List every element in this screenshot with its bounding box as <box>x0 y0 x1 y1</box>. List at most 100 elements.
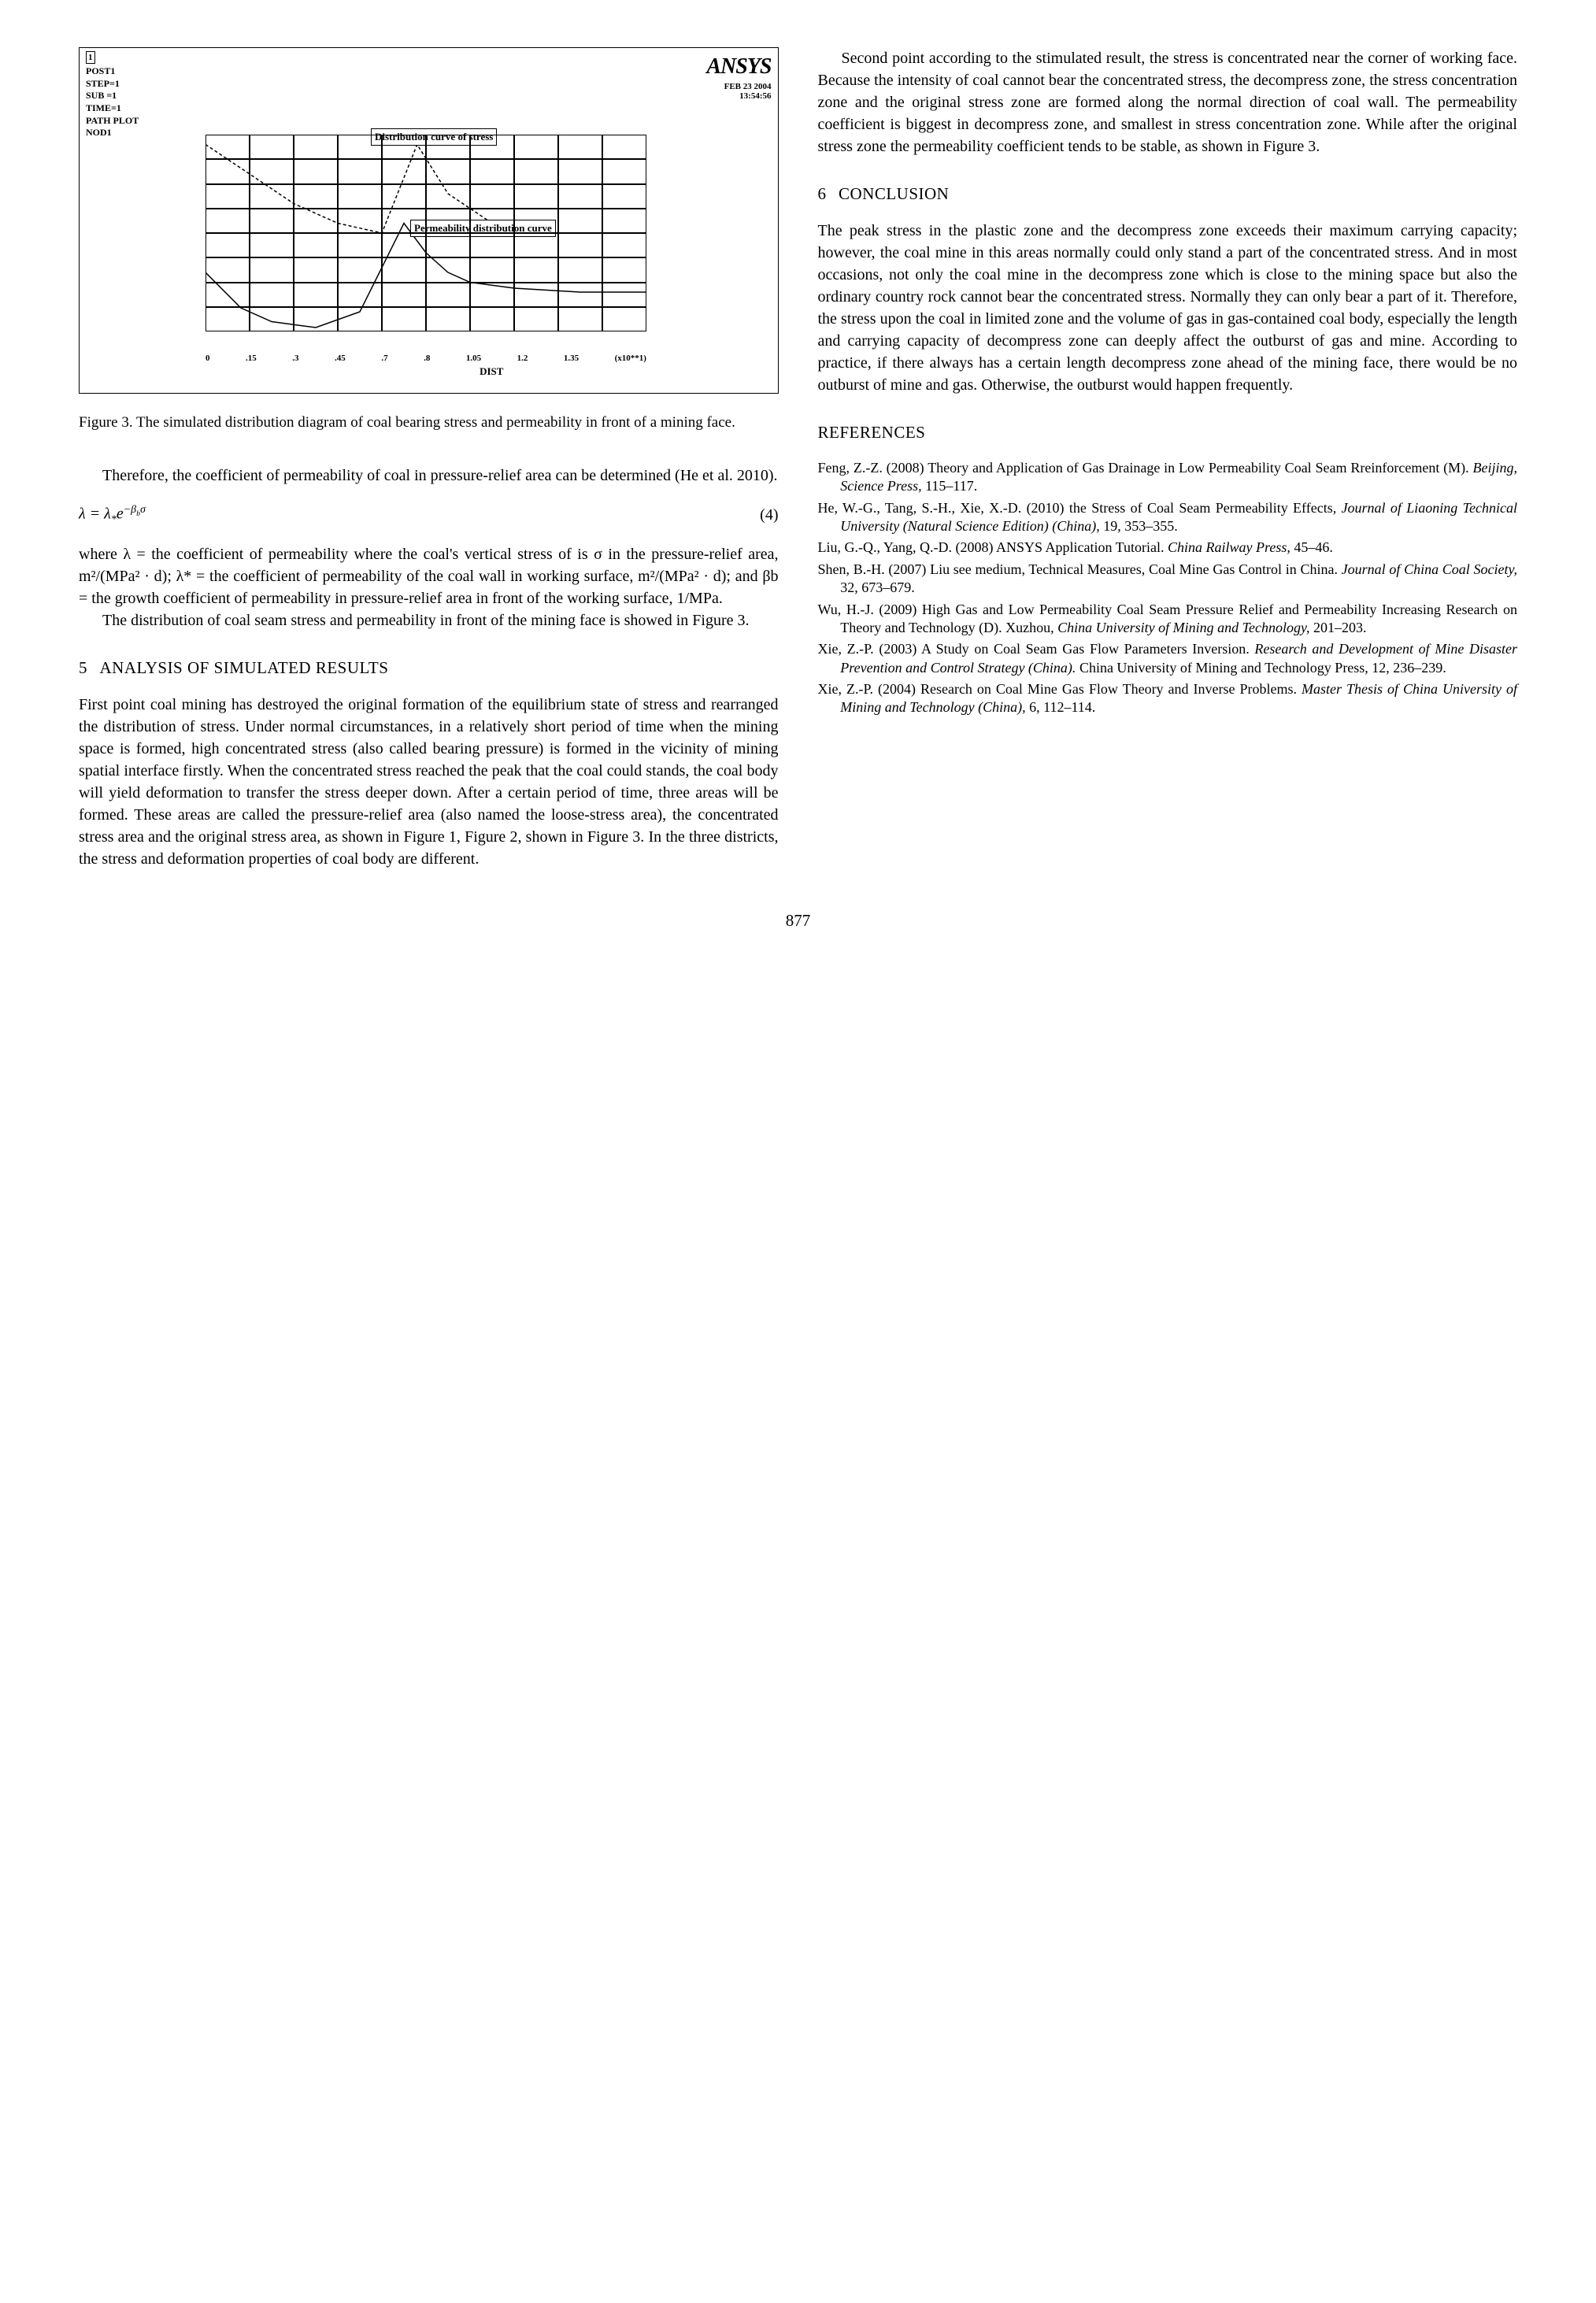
x-tick-label: 1.05 <box>466 353 481 365</box>
reference-entry: He, W.-G., Tang, S.-H., Xie, X.-D. (2010… <box>818 499 1518 536</box>
grid-cell <box>602 184 646 209</box>
figure-index-badge: 1 <box>86 51 95 64</box>
ref-italic: China University of Mining and Technolog… <box>1057 620 1309 635</box>
grid-cell <box>294 184 338 209</box>
figure-topleft-meta: 1 POST1 STEP=1 SUB =1 TIME=1 PATH PLOT N… <box>86 51 139 139</box>
grid-cell <box>338 233 382 257</box>
x-tick-label: .7 <box>381 353 387 365</box>
grid-cell <box>470 257 514 282</box>
x-axis-title: DIST <box>480 365 503 379</box>
chart-grid-area: Distribution curve of stress Permeabilit… <box>206 135 646 331</box>
grid-cell <box>294 233 338 257</box>
x-tick-label: 1.2 <box>517 353 528 365</box>
grid-cell <box>426 135 470 159</box>
ref-tail: 6, 112–114. <box>1026 699 1096 715</box>
grid-cell <box>558 283 602 307</box>
references-heading: REFERENCES <box>818 421 1518 444</box>
figure-topright-meta: ANSYS FEB 23 2004 13:54:56 <box>706 51 771 101</box>
grid-cell <box>558 307 602 331</box>
section-5-heading: 5 ANALYSIS OF SIMULATED RESULTS <box>79 657 779 679</box>
grid-cell <box>206 307 250 331</box>
grid-cell <box>206 135 250 159</box>
figure-meta-line: NOD1 <box>86 127 112 138</box>
para-conclusion: The peak stress in the plastic zone and … <box>818 220 1518 396</box>
reference-entry: Wu, H.-J. (2009) High Gas and Low Permea… <box>818 601 1518 638</box>
grid-cell <box>558 209 602 233</box>
grid-cell <box>338 307 382 331</box>
grid-cell <box>382 159 426 183</box>
equation-4-number: (4) <box>760 504 778 526</box>
grid-cell <box>602 159 646 183</box>
ref-italic: China Railway Press, <box>1168 539 1291 555</box>
page-columns: 1 POST1 STEP=1 SUB =1 TIME=1 PATH PLOT N… <box>79 47 1517 870</box>
grid-cell <box>602 233 646 257</box>
x-tick-label: .15 <box>246 353 257 365</box>
grid-cell <box>206 283 250 307</box>
eq-sup-sigma: σ <box>140 504 146 516</box>
grid-cell <box>338 283 382 307</box>
grid-cell <box>470 233 514 257</box>
grid-cell <box>250 184 294 209</box>
grid-cell <box>338 209 382 233</box>
grid-cell <box>338 135 382 159</box>
reference-entry: Xie, Z.-P. (2004) Research on Coal Mine … <box>818 680 1518 717</box>
ref-tail: 201–203. <box>1309 620 1366 635</box>
x-tick-label: .3 <box>292 353 298 365</box>
figure-meta-line: POST1 <box>86 65 115 76</box>
ref-plain: He, W.-G., Tang, S.-H., Xie, X.-D. (2010… <box>818 500 1342 516</box>
grid-cell <box>250 135 294 159</box>
figure-3-caption: Figure 3. The simulated distribution dia… <box>79 413 779 433</box>
grid-cell <box>382 233 426 257</box>
grid-cell <box>602 283 646 307</box>
grid-cell <box>206 257 250 282</box>
reference-entry: Shen, B.-H. (2007) Liu see medium, Techn… <box>818 561 1518 598</box>
grid-cell <box>294 135 338 159</box>
grid-cell <box>514 159 558 183</box>
eq-sup-neg: −β <box>124 504 136 516</box>
grid-cell <box>602 135 646 159</box>
para-where: where λ = the coefficient of permeabilit… <box>79 543 779 609</box>
x-tick-label: 1.35 <box>564 353 579 365</box>
ref-plain: Liu, G.-Q., Yang, Q.-D. (2008) ANSYS App… <box>818 539 1168 555</box>
grid-cell <box>382 307 426 331</box>
grid-cell <box>206 209 250 233</box>
x-tick-label: .45 <box>335 353 346 365</box>
grid-cell <box>382 283 426 307</box>
grid-cell <box>426 184 470 209</box>
para-distribution: The distribution of coal seam stress and… <box>79 609 779 631</box>
ref-tail: China University of Mining and Technolog… <box>1076 660 1446 676</box>
grid-cell <box>250 283 294 307</box>
figure-3-box: 1 POST1 STEP=1 SUB =1 TIME=1 PATH PLOT N… <box>79 47 779 394</box>
figure-date-line: FEB 23 2004 <box>706 82 771 91</box>
references-list: Feng, Z.-Z. (2008) Theory and Applicatio… <box>818 459 1518 717</box>
grid-cell <box>602 209 646 233</box>
grid-cell <box>426 209 470 233</box>
equation-4: λ = λ*e−βbσ <box>79 502 146 528</box>
grid-cell <box>514 209 558 233</box>
ref-tail: 115–117. <box>922 478 978 494</box>
grid-cell <box>206 184 250 209</box>
section-5-title: ANALYSIS OF SIMULATED RESULTS <box>100 657 389 679</box>
grid-cell <box>250 307 294 331</box>
grid-cell <box>558 257 602 282</box>
grid-cell <box>470 283 514 307</box>
ref-italic: Journal of China Coal Society, <box>1342 561 1517 577</box>
grid-cell <box>250 233 294 257</box>
reference-entry: Liu, G.-Q., Yang, Q.-D. (2008) ANSYS App… <box>818 539 1518 557</box>
figure-meta-line: PATH PLOT <box>86 115 139 126</box>
right-column: Second point according to the stimulated… <box>818 47 1518 870</box>
grid-cell <box>558 135 602 159</box>
section-5-number: 5 <box>79 657 87 679</box>
grid-cell <box>382 257 426 282</box>
grid-cell <box>294 257 338 282</box>
reference-entry: Xie, Z.-P. (2003) A Study on Coal Seam G… <box>818 640 1518 677</box>
grid-cell <box>426 159 470 183</box>
grid-cell <box>338 257 382 282</box>
x-tick-label: 0 <box>206 353 210 365</box>
figure-meta-line: TIME=1 <box>86 102 121 113</box>
x-tick-label: (x10**1) <box>615 353 646 365</box>
page-number: 877 <box>79 909 1517 932</box>
eq-e: e <box>117 505 124 522</box>
grid-cell <box>514 233 558 257</box>
x-tick-label: .8 <box>424 353 430 365</box>
